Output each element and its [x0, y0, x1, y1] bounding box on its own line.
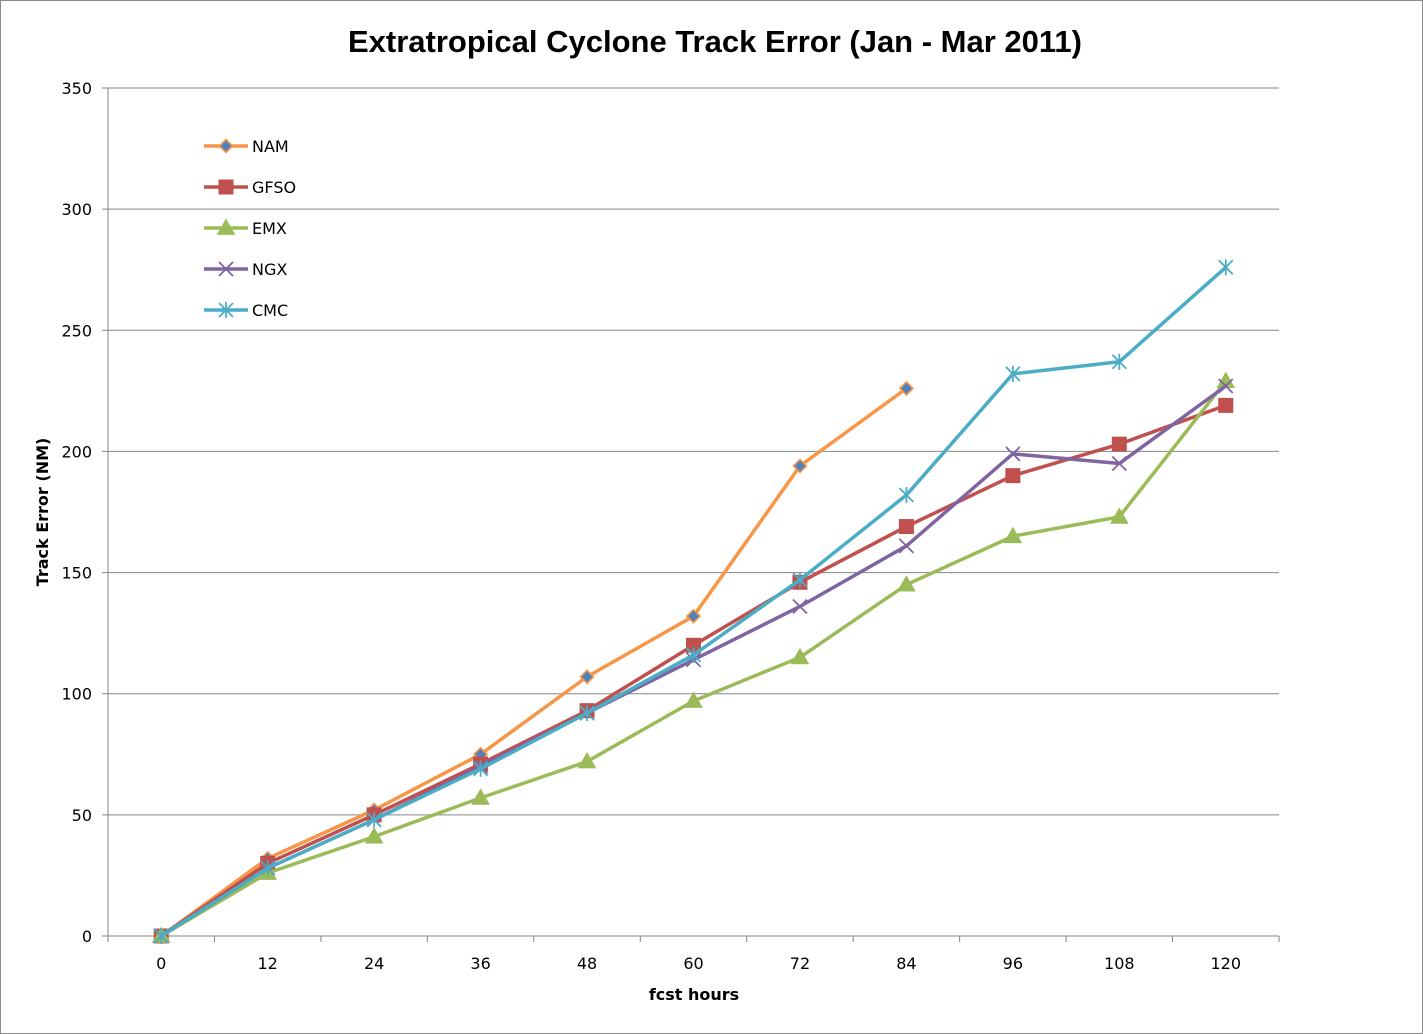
- axes: [107, 88, 1279, 937]
- data-point-nam: [792, 458, 808, 474]
- series-cmc: [153, 259, 1234, 944]
- y-axis-ticks: 0 50 100 150 200 250 300 350: [61, 79, 108, 946]
- series-layer: [151, 259, 1236, 944]
- data-point-cmc: [792, 571, 808, 588]
- data-point-emx: [577, 752, 597, 769]
- gridlines: [108, 87, 1279, 816]
- series-line-nam: [159, 386, 909, 938]
- legend-label: GFSO: [252, 178, 296, 197]
- x-tick-label: 0: [156, 954, 166, 973]
- data-point-cmc: [260, 860, 276, 877]
- data-point-gfso: [1005, 468, 1021, 484]
- legend-marker: [216, 218, 236, 235]
- data-point-cmc: [366, 811, 382, 828]
- data-point-gfso: [898, 519, 914, 535]
- legend-label: EMX: [252, 219, 287, 238]
- legend-marker: [218, 179, 234, 195]
- legend: NAM GFSO EMX NGX CMC: [204, 137, 296, 320]
- x-tick-label: 24: [364, 954, 384, 973]
- data-point-cmc: [579, 705, 595, 722]
- chart-title: Extratropical Cyclone Track Error (Jan -…: [348, 24, 1082, 59]
- y-tick-label: 250: [61, 321, 92, 340]
- data-point-ngx: [898, 538, 915, 554]
- x-tick-label: 60: [683, 954, 703, 973]
- y-axis-label: Track Error (NM): [33, 438, 52, 587]
- data-point-emx: [897, 575, 916, 592]
- data-point-gfso: [1111, 436, 1127, 452]
- data-point-cmc: [1111, 353, 1127, 370]
- data-point-nam: [685, 608, 702, 624]
- x-tick-label: 72: [790, 954, 810, 973]
- series-gfso: [153, 397, 1234, 944]
- data-point-nam: [579, 669, 595, 685]
- data-point-emx: [1003, 526, 1023, 544]
- legend-label: CMC: [252, 301, 288, 320]
- x-tick-label: 120: [1210, 954, 1241, 973]
- x-tick-label: 96: [1003, 954, 1023, 973]
- legend-marker: [218, 138, 234, 154]
- legend-item-ngx: NGX: [204, 260, 287, 279]
- legend-marker: [218, 302, 234, 318]
- data-point-cmc: [898, 487, 915, 504]
- data-point-cmc: [153, 928, 169, 944]
- x-tick-label: 36: [470, 954, 490, 973]
- y-tick-label: 300: [61, 200, 92, 219]
- x-axis-label: fcst hours: [649, 985, 739, 1004]
- data-point-cmc: [685, 646, 702, 663]
- data-point-gfso: [1218, 397, 1234, 413]
- data-point-emx: [364, 827, 384, 844]
- legend-marker: [218, 261, 234, 277]
- data-point-emx: [684, 691, 703, 708]
- y-tick-label: 150: [61, 564, 92, 583]
- x-tick-label: 12: [258, 954, 278, 973]
- data-point-ngx: [1111, 455, 1127, 472]
- y-tick-label: 0: [82, 927, 92, 946]
- legend-item-gfso: GFSO: [204, 178, 296, 197]
- x-tick-label: 84: [896, 954, 916, 973]
- legend-label: NGX: [252, 260, 287, 279]
- x-tick-label: 48: [577, 954, 597, 973]
- data-point-ngx: [1005, 446, 1021, 462]
- x-axis-ticks: 0 12 24 36 48 60 72 84 96 108 120: [107, 936, 1280, 973]
- data-point-emx: [471, 788, 490, 805]
- x-tick-label: 108: [1104, 954, 1135, 973]
- y-tick-label: 50: [72, 806, 92, 825]
- y-tick-label: 350: [61, 79, 92, 98]
- data-point-emx: [1109, 507, 1129, 524]
- legend-label: NAM: [252, 137, 289, 156]
- legend-item-nam: NAM: [204, 137, 289, 156]
- legend-item-emx: EMX: [204, 218, 287, 238]
- legend-item-cmc: CMC: [204, 301, 288, 320]
- data-point-ngx: [1218, 378, 1234, 394]
- y-tick-label: 100: [61, 685, 92, 704]
- data-point-cmc: [472, 760, 489, 777]
- data-point-cmc: [1005, 365, 1021, 382]
- data-point-emx: [790, 647, 810, 665]
- data-point-cmc: [1218, 259, 1234, 276]
- y-tick-label: 200: [61, 442, 92, 461]
- data-point-nam: [898, 380, 915, 397]
- series-emx: [151, 371, 1236, 943]
- data-point-ngx: [792, 598, 808, 615]
